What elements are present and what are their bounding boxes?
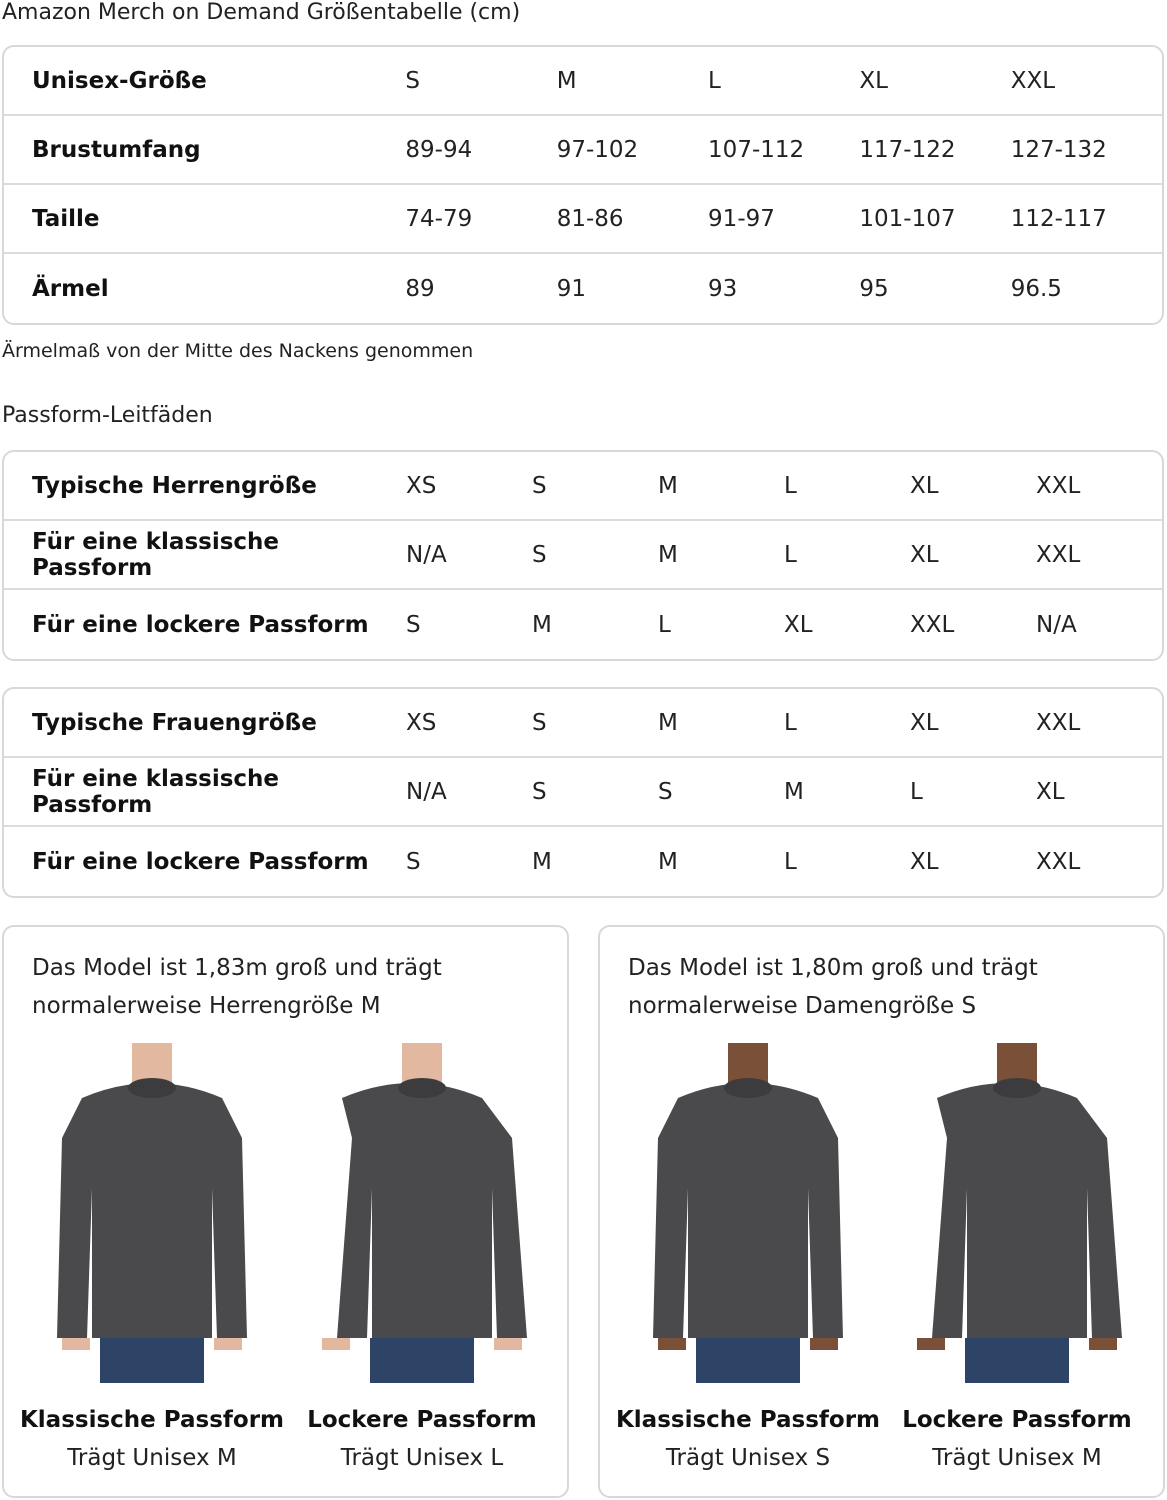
- cell: S: [405, 67, 420, 94]
- model-card: Das Model ist 1,80m groß und trägt norma…: [598, 925, 1165, 1498]
- cell: 97-102: [556, 136, 639, 163]
- cell: XXL: [1036, 472, 1081, 499]
- cell: M: [532, 611, 552, 638]
- row-label: Typische Frauengröße: [32, 709, 317, 736]
- cell: S: [532, 709, 547, 736]
- table-row: Typische Frauengröße XS S M L XL XXL: [4, 689, 1162, 758]
- cell: L: [910, 778, 923, 805]
- cell: 91-97: [708, 205, 775, 232]
- cell: XL: [784, 611, 813, 638]
- table-row: Taille 74-79 81-86 91-97 101-107 112-117: [4, 185, 1162, 254]
- fit-size: Trägt Unisex M: [932, 1445, 1102, 1471]
- table-row: Für eine klassische Passform N/A S M L XL XXL: [4, 521, 1162, 590]
- cell: S: [532, 778, 547, 805]
- row-label: Für eine lockere Passform: [32, 611, 369, 638]
- cell: 95: [859, 275, 889, 302]
- row-label: Brustumfang: [32, 136, 201, 163]
- cell: XXL: [1010, 67, 1056, 94]
- cell: L: [784, 848, 797, 875]
- cell: S: [658, 778, 673, 805]
- size-table: Unisex-Größe S M L XL XXL Brustumfang 89…: [2, 45, 1164, 325]
- cell: M: [784, 778, 804, 805]
- fit-title: Klassische Passform: [615, 1407, 881, 1433]
- table-row: Für eine klassische Passform N/A S S M L XL: [4, 758, 1162, 827]
- cell: XL: [910, 472, 939, 499]
- cell: 89-94: [405, 136, 473, 163]
- cell: 74-79: [405, 205, 473, 232]
- fit-size: Trägt Unisex M: [67, 1445, 237, 1471]
- cell: 91: [556, 275, 586, 302]
- row-label: Unisex-Größe: [32, 67, 207, 94]
- model-photo: [907, 1043, 1127, 1383]
- cell: N/A: [406, 778, 447, 805]
- model-description: Das Model ist 1,83m groß und trägt norma…: [32, 955, 442, 1019]
- row-label: Für eine klassische Passform: [32, 528, 280, 581]
- cell: XS: [406, 472, 437, 499]
- cell: 89: [405, 275, 435, 302]
- cell: XL: [1036, 778, 1065, 805]
- cell: S: [532, 472, 547, 499]
- table-row: Typische Herrengröße XS S M L XL XXL: [4, 452, 1162, 521]
- cell: N/A: [406, 541, 447, 568]
- model-photo: [638, 1043, 858, 1383]
- cell: L: [784, 472, 797, 499]
- cell: M: [658, 541, 678, 568]
- cell: 117-122: [859, 136, 956, 163]
- sleeve-note: Ärmelmaß von der Mitte des Nackens genom…: [2, 340, 474, 362]
- fit-title: Lockere Passform: [902, 1407, 1132, 1433]
- cell: XXL: [1036, 848, 1081, 875]
- cell: 107-112: [708, 136, 805, 163]
- model-description: Das Model ist 1,80m groß und trägt norma…: [628, 955, 1038, 1019]
- model-photo: [312, 1043, 532, 1383]
- table-row: Ärmel 89 91 93 95 96.5: [4, 254, 1162, 323]
- row-label: Taille: [32, 205, 100, 232]
- cell: S: [532, 541, 547, 568]
- table-row: Für eine lockere Passform S M M L XL XXL: [4, 827, 1162, 896]
- row-label: Für eine klassische Passform: [32, 765, 280, 818]
- cell: S: [406, 611, 421, 638]
- cell: L: [784, 709, 797, 736]
- model-card: Das Model ist 1,83m groß und trägt norma…: [2, 925, 569, 1498]
- page-title: Amazon Merch on Demand Größentabelle (cm…: [2, 0, 521, 25]
- row-label: Für eine lockere Passform: [32, 848, 369, 875]
- fit-guide-heading: Passform-Leitfäden: [2, 403, 213, 428]
- cell: 127-132: [1010, 136, 1107, 163]
- cell: M: [658, 472, 678, 499]
- cell: S: [406, 848, 421, 875]
- men-fit-table: Typische Herrengröße XS S M L XL XXL Für eine k…: [2, 450, 1164, 661]
- cell: L: [708, 67, 721, 94]
- cell: XXL: [1036, 709, 1081, 736]
- cell: XL: [910, 709, 939, 736]
- cell: 101-107: [859, 205, 956, 232]
- cell: L: [784, 541, 797, 568]
- cell: 93: [708, 275, 738, 302]
- table-row: Brustumfang 89-94 97-102 107-112 117-122…: [4, 116, 1162, 185]
- cell: 112-117: [1010, 205, 1107, 232]
- cell: L: [658, 611, 671, 638]
- fit-size: Trägt Unisex S: [665, 1445, 831, 1471]
- women-fit-table: Typische Frauengröße XS S M L XL XXL Für eine k…: [2, 687, 1164, 898]
- fit-title: Klassische Passform: [19, 1407, 285, 1433]
- cell: XXL: [1036, 541, 1081, 568]
- table-row: Für eine lockere Passform S M L XL XXL N/A: [4, 590, 1162, 659]
- cell: XL: [910, 541, 939, 568]
- cell: N/A: [1036, 611, 1077, 638]
- cell: M: [658, 848, 678, 875]
- cell: XS: [406, 709, 437, 736]
- row-label: Ärmel: [32, 275, 109, 302]
- row-label: Typische Herrengröße: [32, 472, 317, 499]
- cell: M: [532, 848, 552, 875]
- fit-title: Lockere Passform: [307, 1407, 537, 1433]
- fit-size: Trägt Unisex L: [340, 1445, 504, 1471]
- cell: 96.5: [1010, 275, 1062, 302]
- model-photo: [42, 1043, 262, 1383]
- cell: XL: [859, 67, 888, 94]
- cell: M: [556, 67, 577, 94]
- cell: XL: [910, 848, 939, 875]
- cell: 81-86: [556, 205, 624, 232]
- cell: M: [658, 709, 678, 736]
- table-header-row: Unisex-Größe S M L XL XXL: [4, 47, 1162, 116]
- cell: XXL: [910, 611, 955, 638]
